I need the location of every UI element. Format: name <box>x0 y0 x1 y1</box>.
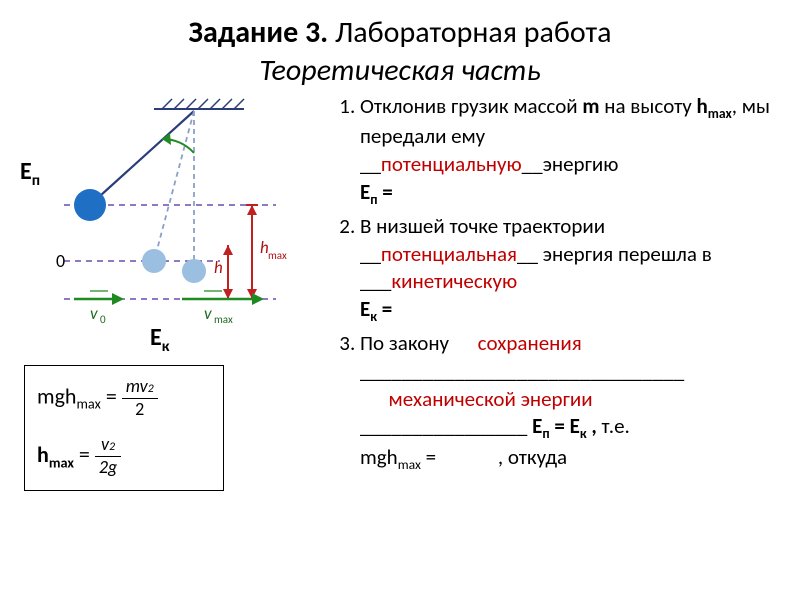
i3-b2: ________________ <box>360 413 527 439</box>
slide-title: Задание 3. Лабораторная работа Теоретиче… <box>0 0 800 93</box>
f1-sub: max <box>77 395 101 413</box>
i1-m: m <box>582 93 599 119</box>
right-column: Отклонив грузик массой m на высоту hmax,… <box>314 93 786 478</box>
i1-mid: на высоту <box>600 93 697 119</box>
item-2: В низшей точке траектории __потенциальна… <box>360 213 786 326</box>
svg-text:v: v <box>90 303 98 323</box>
i3-a2: механической энергии <box>389 386 593 412</box>
title-bold: Задание 3. <box>188 14 328 51</box>
svg-text:0: 0 <box>100 313 106 323</box>
i3-lhs: mgh <box>360 444 398 470</box>
formula-line-1: mghmax = mv2 2 <box>37 376 211 420</box>
i1-h: h <box>697 93 708 119</box>
i2-mid: энергия перешла в <box>538 241 712 267</box>
svg-text:h: h <box>214 257 223 278</box>
i2-b2p: ___ <box>360 268 391 294</box>
pendulum-diagram: h max h 0 v 0 v max <box>54 93 304 323</box>
i1-pre: Отклонив грузик массой <box>360 93 582 119</box>
f2-lhs: h <box>37 441 49 468</box>
item-1: Отклонив грузик массой m на высоту hmax,… <box>360 93 786 209</box>
left-column: Eп Eк <box>14 93 314 478</box>
formula-box: mghmax = mv2 2 hmax = v2 2g <box>24 365 224 491</box>
svg-text:max: max <box>268 249 287 262</box>
i3-t1: т.е. <box>597 413 630 439</box>
f2-sub: max <box>49 453 74 471</box>
title-plain: Лабораторная работа <box>328 14 611 51</box>
numbered-list: Отклонив грузик массой m на высоту hmax,… <box>332 93 786 474</box>
i2-b1p: __ <box>360 241 381 267</box>
ek-label: Eк <box>150 323 169 356</box>
f1-frac: mv2 2 <box>122 376 158 420</box>
f2-frac: v2 2g <box>95 434 121 478</box>
content-area: Eп Eк <box>0 93 800 478</box>
i3-t2: , откуда <box>498 444 567 470</box>
i2-b1p2: __ <box>517 241 538 267</box>
ep-label: Eп <box>20 157 40 190</box>
i1-ans: потенциальную <box>381 151 522 177</box>
i3-b1: _______________________________ <box>360 358 684 384</box>
svg-text:max: max <box>214 313 233 323</box>
i3-pre: По закону <box>360 330 454 356</box>
i1-tail: энергию <box>543 151 619 177</box>
i2-a2: кинетическую <box>391 268 517 294</box>
i1-hsub: max <box>708 105 732 122</box>
svg-text:v: v <box>204 303 212 323</box>
i3-a1: сохранения <box>478 330 582 356</box>
i3-sub: max <box>398 456 421 473</box>
item-3: По закону сохранения ___________________… <box>360 330 786 474</box>
i2-pre: В низшей точке траектории <box>360 213 605 239</box>
formula-line-2: hmax = v2 2g <box>37 434 211 478</box>
i2-a1: потенциальная <box>381 241 517 267</box>
svg-text:0: 0 <box>56 250 65 272</box>
f1-lhs: mgh <box>37 382 77 409</box>
title-italic: Теоретическая часть <box>259 52 540 89</box>
i1-bp2: __ <box>522 151 543 177</box>
i1-bp: __ <box>360 151 381 177</box>
i3-eq: = <box>421 444 436 470</box>
